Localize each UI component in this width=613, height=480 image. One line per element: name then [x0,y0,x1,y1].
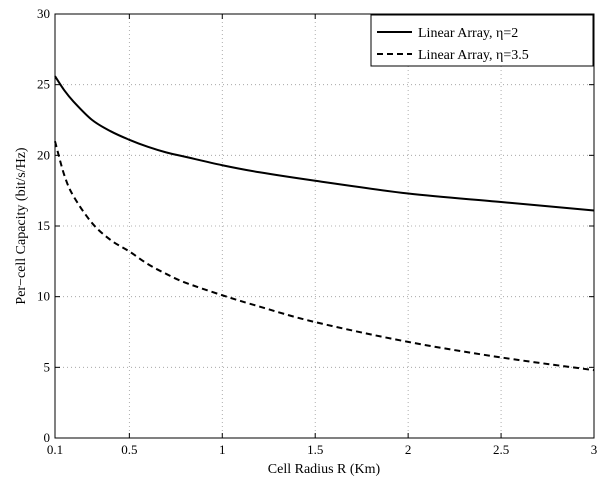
x-tick-label: 1 [219,442,226,457]
legend-box [370,14,594,67]
y-tick-label: 30 [37,6,50,21]
plot-frame [54,13,595,439]
x-tick-label: 3 [591,442,598,457]
y-tick-labels: 0 5 10 15 20 25 30 [37,6,50,445]
x-tick-label: 2 [405,442,412,457]
x-tick-label: 0.5 [121,442,137,457]
x-axis-title: Cell Radius R (Km) [268,462,381,477]
legend-label-eta-3-5: Linear Array, η=3.5 [418,48,529,63]
x-tick-label: 0.1 [47,442,63,457]
series-line-eta-2 [54,75,595,212]
x-tick-labels: 0.1 0.5 1 1.5 2 2.5 3 [47,442,597,457]
data-series [54,75,595,372]
y-tick-label: 20 [37,147,50,162]
series-line-eta-3-5 [54,140,595,372]
y-tick-label: 10 [37,289,50,304]
legend: Linear Array, η=2 Linear Array, η=3.5 [370,14,594,67]
y-tick-label: 0 [44,430,51,445]
x-tick-label: 1.5 [307,442,323,457]
y-tick-label: 5 [44,359,51,374]
y-tick-label: 15 [37,218,50,233]
y-axis-title: Per−cell Capacity (bit/s/Hz) [14,147,29,305]
y-tick-label: 25 [37,77,50,92]
grid-lines [55,14,594,438]
plot-background [55,14,594,438]
x-tick-label: 2.5 [493,442,509,457]
legend-label-eta-2: Linear Array, η=2 [418,26,518,41]
